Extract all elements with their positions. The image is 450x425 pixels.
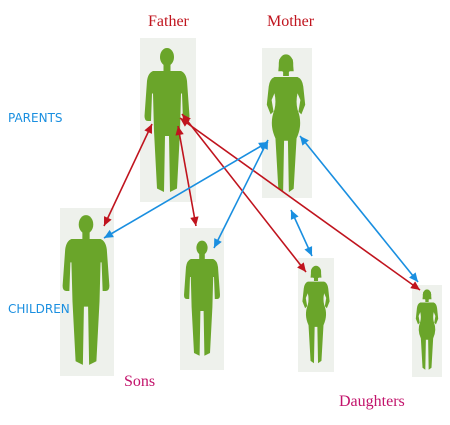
relation-arrow-mother-son-2 <box>213 139 269 249</box>
mother-label: Mother <box>267 13 315 30</box>
arrow-head <box>180 118 190 127</box>
arrow-head <box>104 229 114 238</box>
arrow-head <box>190 216 199 226</box>
arrow-head <box>290 210 299 220</box>
relation-arrow-mother-daughter-2 <box>299 135 419 283</box>
arrow-head <box>300 136 309 146</box>
arrow-head <box>297 262 306 272</box>
father-label: Father <box>148 13 190 30</box>
arrow-head <box>304 246 313 256</box>
arrow-head <box>214 238 222 248</box>
relation-arrows <box>103 113 421 291</box>
arrow-head <box>175 126 184 136</box>
relation-arrow-mother-son-1 <box>103 141 269 239</box>
arrow-head <box>260 140 268 150</box>
arrow-head <box>144 124 152 134</box>
parents-section-label: PARENTS <box>8 111 63 125</box>
figure-shadows <box>60 38 442 377</box>
daughters-label: Daughters <box>339 393 405 410</box>
relation-arrow-father-son-1 <box>103 123 153 227</box>
relation-arrow-father-daughter-2 <box>179 117 421 291</box>
arrow-head <box>410 281 420 290</box>
sons-label: Sons <box>124 373 155 390</box>
figures <box>62 48 439 370</box>
children-section-label: CHILDREN <box>8 302 70 316</box>
relation-arrow-father-son-2 <box>177 125 197 227</box>
arrow-head <box>104 216 112 226</box>
arrow-head <box>409 272 418 282</box>
relation-arrow-father-daughter-1 <box>181 113 307 273</box>
